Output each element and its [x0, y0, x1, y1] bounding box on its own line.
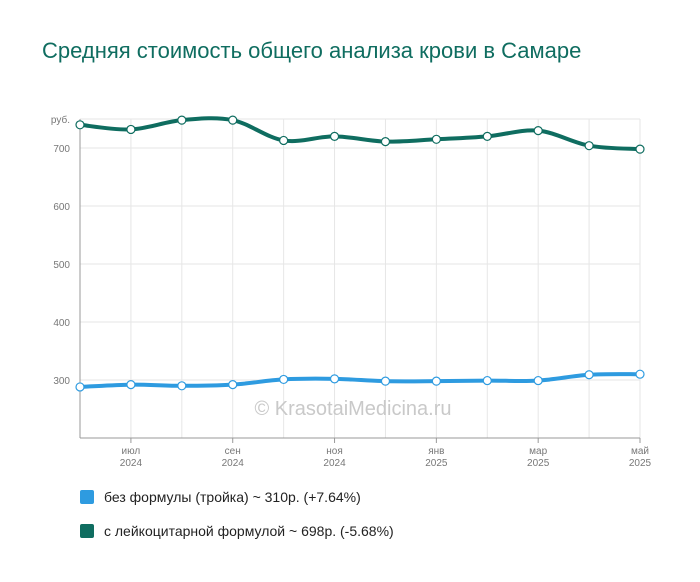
data-point[interactable] — [380, 137, 391, 147]
grid — [79, 118, 641, 438]
data-point[interactable] — [533, 375, 543, 386]
data-point[interactable] — [177, 115, 187, 125]
x-tick-label-month: ноя — [326, 446, 343, 457]
y-tick-label: 400 — [53, 318, 70, 329]
data-point[interactable] — [482, 375, 492, 386]
y-axis: 300 400 500 600 700 руб. — [51, 114, 81, 438]
legend-item-without-formula[interactable]: без формулы (тройка) ~ 310р. (+7.64%) — [80, 488, 394, 506]
data-point[interactable] — [635, 369, 645, 379]
x-tick-label-year: 2024 — [323, 458, 346, 469]
data-point[interactable] — [584, 141, 594, 151]
data-point[interactable] — [584, 370, 594, 380]
data-point[interactable] — [228, 115, 238, 125]
data-point[interactable] — [329, 131, 340, 141]
y-tick-label: 300 — [53, 376, 70, 387]
x-tick-label-month: сен — [225, 446, 241, 457]
series-0 — [75, 369, 645, 392]
x-tick-label-month: мар — [529, 446, 547, 457]
data-point[interactable] — [279, 374, 289, 385]
legend-swatch — [80, 490, 94, 504]
legend-label: с лейкоцитарной формулой ~ 698р. (-5.68%… — [104, 523, 394, 539]
x-tick-label-month: май — [631, 446, 649, 457]
legend-label: без формулы (тройка) ~ 310р. (+7.64%) — [104, 489, 361, 505]
data-point[interactable] — [228, 380, 238, 390]
legend-item-with-formula[interactable]: с лейкоцитарной формулой ~ 698р. (-5.68%… — [80, 522, 394, 540]
x-axis: июл2024сен2024ноя2024янв2025мар2025май20… — [80, 437, 652, 469]
data-point[interactable] — [533, 126, 543, 136]
y-tick-label: 500 — [53, 260, 70, 271]
chart-title: Средняя стоимость общего анализа крови в… — [42, 38, 582, 63]
data-point[interactable] — [126, 380, 136, 390]
series-line — [78, 116, 642, 152]
data-point[interactable] — [177, 381, 187, 391]
y-tick-label: 700 — [53, 144, 70, 155]
x-tick-label-year: 2024 — [120, 458, 143, 469]
data-point[interactable] — [482, 131, 492, 141]
x-tick-label-year: 2025 — [425, 458, 448, 469]
x-tick-label-year: 2025 — [629, 458, 652, 469]
data-point[interactable] — [431, 376, 441, 386]
x-tick-label-year: 2024 — [222, 458, 245, 469]
legend-swatch — [80, 524, 94, 538]
data-point[interactable] — [380, 376, 391, 386]
data-point[interactable] — [279, 135, 289, 146]
y-tick-label: 600 — [53, 202, 70, 213]
y-axis-unit: руб. — [51, 114, 70, 126]
data-point[interactable] — [431, 134, 441, 144]
series-line — [78, 372, 642, 389]
x-tick-label-month: янв — [428, 446, 444, 457]
watermark: © KrasotaiMedicina.ru — [254, 398, 451, 420]
data-point[interactable] — [75, 382, 85, 392]
x-tick-label-month: июл — [122, 446, 141, 457]
data-point[interactable] — [75, 120, 85, 130]
series-group — [75, 115, 645, 392]
data-point[interactable] — [126, 124, 136, 135]
data-point[interactable] — [329, 374, 340, 384]
data-point[interactable] — [635, 144, 645, 154]
legend: без формулы (тройка) ~ 310р. (+7.64%) с … — [80, 488, 394, 556]
x-tick-label-year: 2025 — [527, 458, 550, 469]
series-1 — [75, 115, 645, 154]
